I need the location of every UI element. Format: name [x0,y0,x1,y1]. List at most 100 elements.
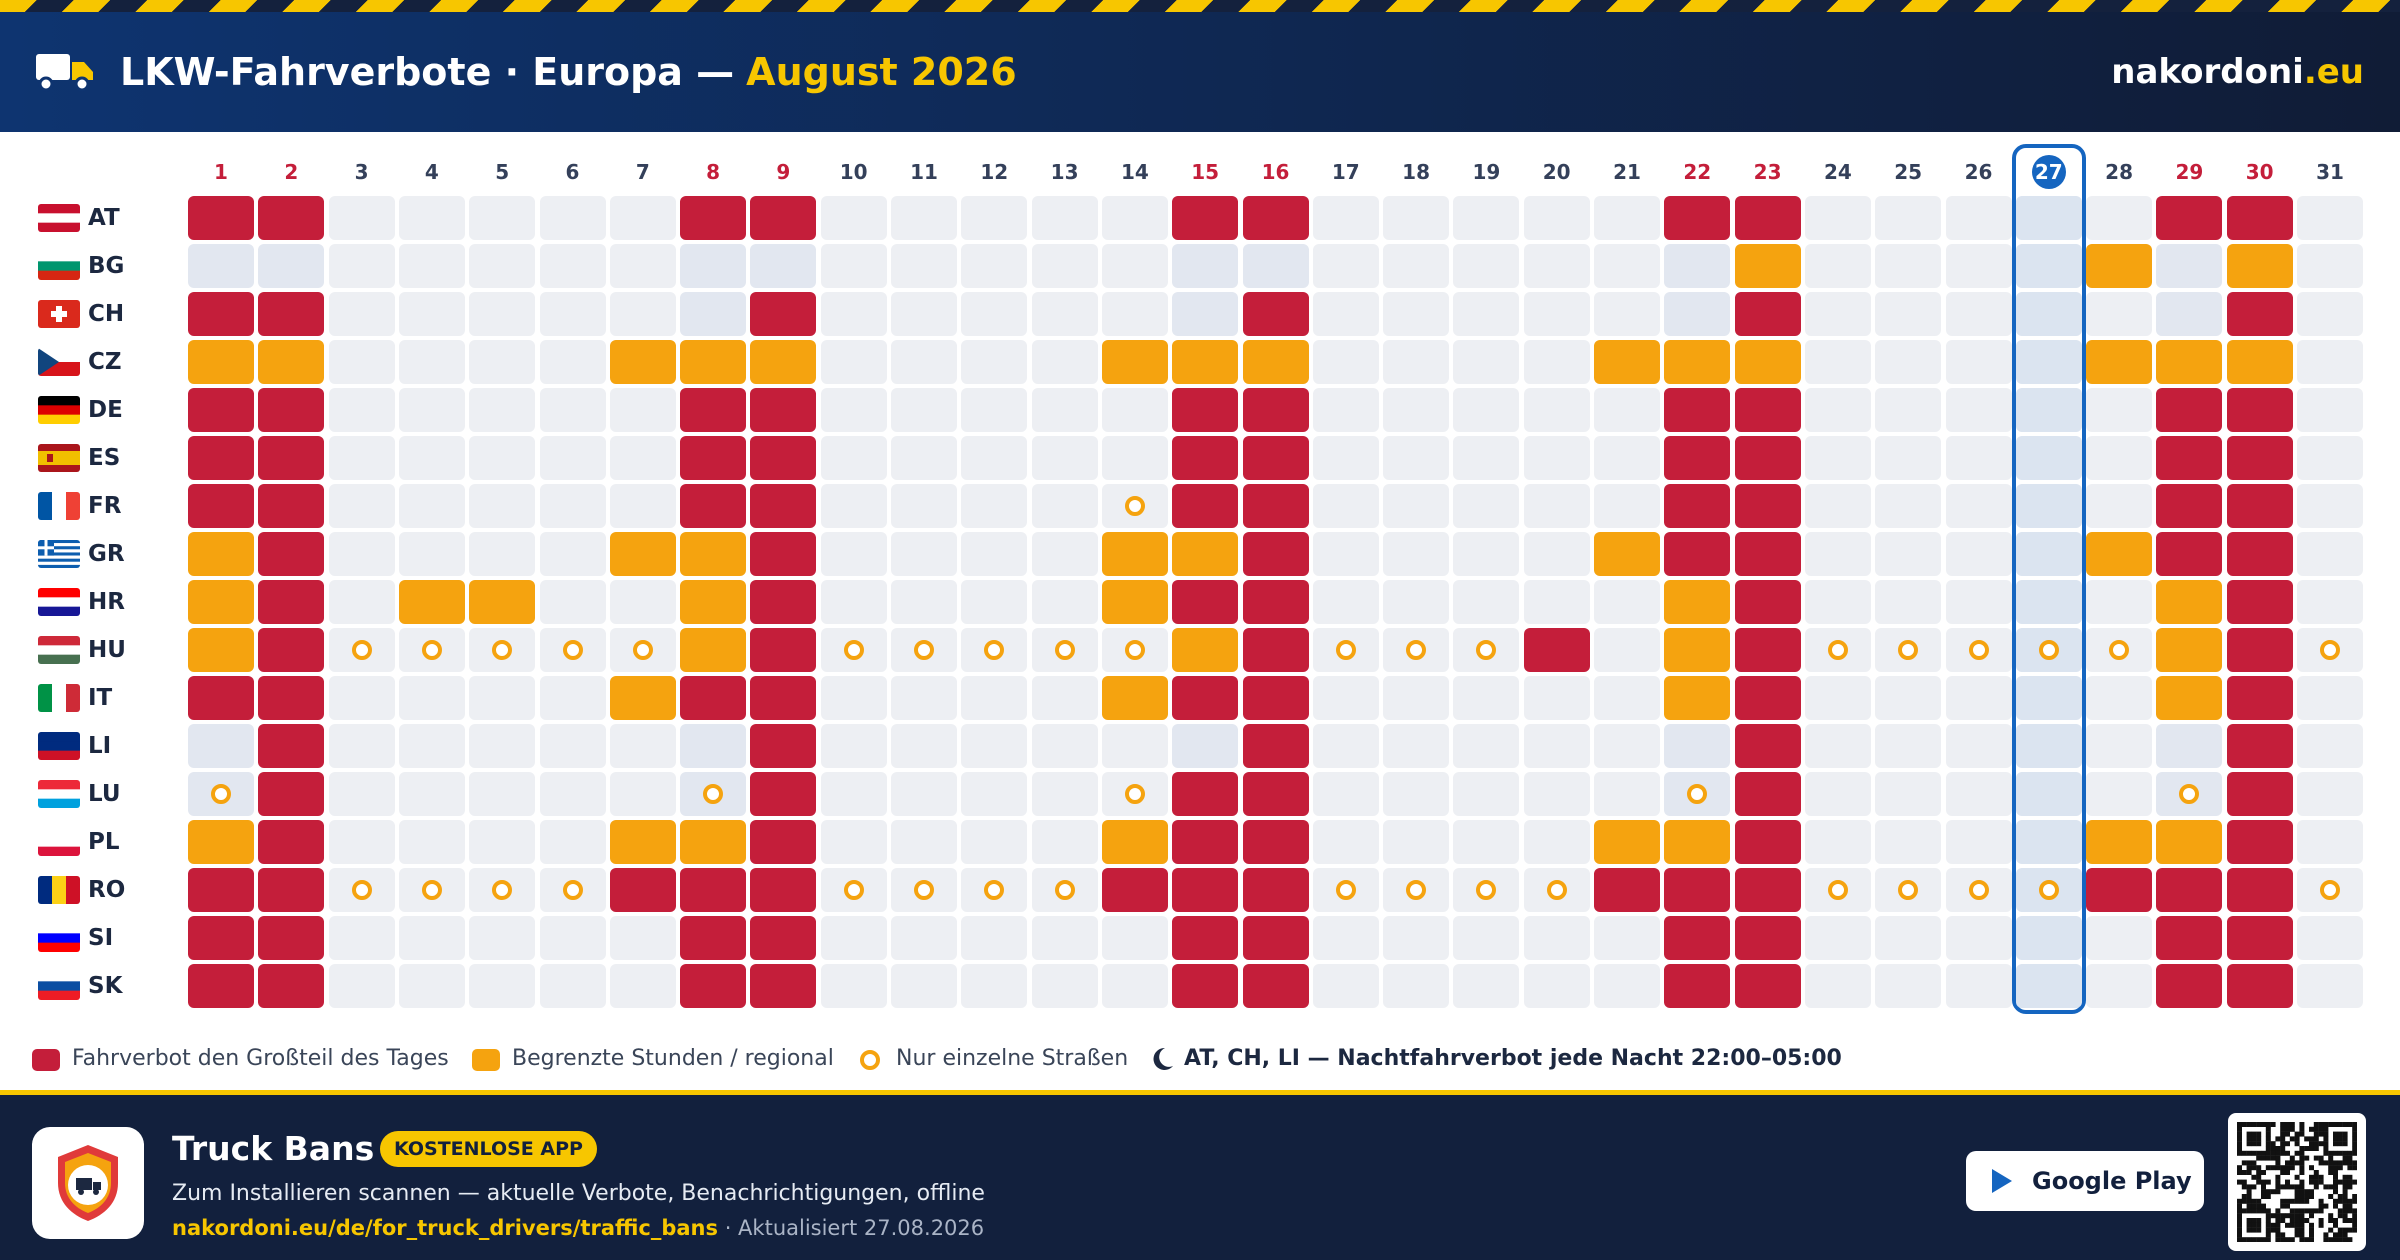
cell [2086,724,2153,768]
cell [1242,772,1309,816]
cell [961,244,1028,288]
legend-label: Begrenzte Stunden / regional [512,1046,834,1071]
cell [820,964,887,1008]
cell [2226,340,2293,384]
cell [680,388,747,432]
cell [1242,580,1309,624]
country-code: RO [88,877,126,903]
flag [38,492,80,520]
cell [1523,916,1590,960]
cell [1172,628,1239,672]
cell [539,340,606,384]
qr-module [2251,1237,2257,1242]
cell [398,676,465,720]
cell [1734,724,1801,768]
qr-module [2304,1194,2310,1199]
road-marker [1898,880,1919,900]
cell [1594,196,1660,240]
store-button[interactable]: Google Play [1966,1151,2204,1211]
qr-module [2328,1160,2334,1166]
cell [1734,388,1801,432]
qr-module [2237,1170,2242,1175]
qr-module [2294,1189,2300,1195]
cell [1804,388,1871,432]
brand-name: nakordoni [2111,52,2304,92]
cell [1734,868,1801,912]
day-number: 23 [1753,160,1782,184]
cell [680,724,747,768]
cell [328,388,395,432]
cell [1594,628,1660,672]
road-marker [2320,880,2340,900]
qr-module [2323,1122,2329,1127]
qr-module [2299,1150,2305,1156]
app-icon [32,1127,144,1239]
cell [2015,388,2082,432]
qr-module [2275,1227,2281,1233]
qr-module [2328,1122,2334,1127]
road-marker [421,880,442,900]
cell [750,196,817,240]
qr-module [2270,1141,2276,1147]
cell [188,580,254,624]
day-number: 15 [1191,160,1220,184]
qr-module [2246,1165,2252,1171]
cell [1875,244,1942,288]
cell [609,772,676,816]
cell [2156,436,2223,480]
qr-module [2352,1165,2357,1171]
cell [1031,484,1098,528]
qr-module [2337,1194,2343,1199]
cell [1875,196,1942,240]
cell [1312,484,1379,528]
cell [258,436,325,480]
qr-module [2352,1136,2357,1142]
road-marker [1968,880,1989,900]
hazard-stripe [0,0,2400,12]
cell [2297,292,2363,336]
qr-module [2347,1227,2353,1233]
cell [680,868,747,912]
qr-module [2256,1203,2262,1209]
flag [38,444,80,472]
cell [1383,964,1450,1008]
header [0,12,2400,132]
qr-module [2237,1198,2242,1204]
cell [1875,292,1942,336]
qr-module [2289,1237,2295,1242]
cell [2086,772,2153,816]
cell [750,292,817,336]
qr-module [2261,1208,2266,1214]
cell [1875,820,1942,864]
qr-module [2328,1194,2334,1199]
cell [1523,532,1590,576]
cell [188,292,254,336]
cell [258,964,325,1008]
cell [1664,196,1731,240]
cell [1594,292,1660,336]
qr-module [2342,1136,2348,1142]
road-marker [1968,640,1989,660]
cell [1453,484,1520,528]
cell [539,292,606,336]
cell [398,244,465,288]
qr-module [2342,1189,2348,1195]
cell [750,484,817,528]
qr-module [2299,1232,2305,1238]
qr-module [2333,1131,2338,1137]
qr-module [2333,1184,2338,1190]
qr-module [2237,1213,2242,1219]
link[interactable]: nakordoni.eu/de/for_truck_drivers/traffi… [172,1216,719,1240]
cell [961,964,1028,1008]
qr-module [2333,1122,2338,1127]
qr-module [2270,1189,2276,1195]
day-number: 27 [2031,155,2066,189]
road-marker [1898,640,1919,660]
cell [609,916,676,960]
cell [188,532,254,576]
cell [1031,868,1098,912]
cell [258,628,325,672]
road-marker [843,880,864,900]
cell [1945,772,2012,816]
qr-module [2246,1194,2252,1199]
